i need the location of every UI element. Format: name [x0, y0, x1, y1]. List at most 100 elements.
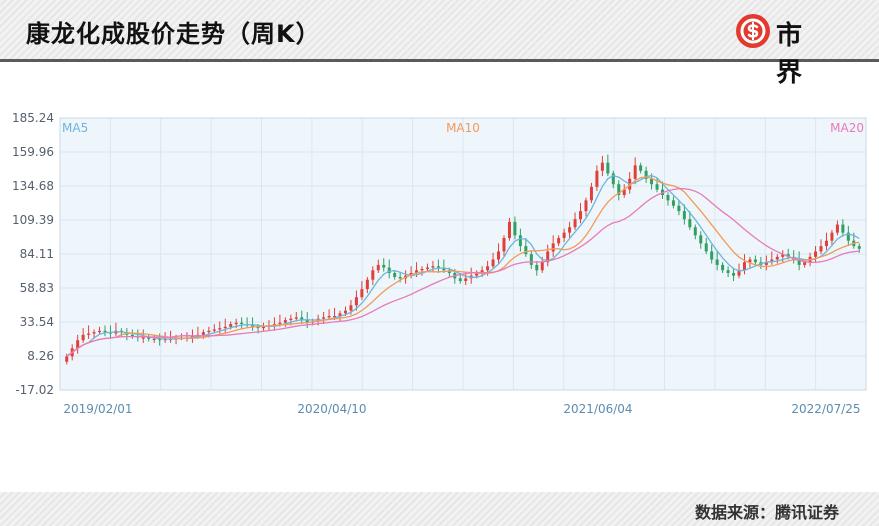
candle-body	[158, 338, 162, 341]
candle-body	[600, 162, 604, 171]
candle-body	[229, 324, 233, 327]
candle-body	[704, 243, 708, 252]
candle-body	[289, 318, 293, 321]
candle-body	[655, 184, 659, 190]
x-tick-label: 2020/04/10	[297, 402, 366, 416]
candle-body	[622, 189, 626, 195]
candle-body	[524, 246, 528, 255]
candle-body	[141, 337, 145, 339]
page-title: 康龙化成股价走势（周K）	[26, 20, 321, 48]
candle-body	[650, 178, 654, 185]
y-tick-label: 33.54	[20, 315, 54, 329]
candle-body	[256, 326, 260, 329]
candle-body	[726, 270, 730, 273]
candle-body	[589, 186, 593, 201]
plot-border	[59, 117, 867, 391]
ma10-line	[66, 176, 860, 357]
y-tick-label: -17.02	[15, 383, 54, 397]
candle-body	[387, 267, 391, 273]
ma20-line	[66, 188, 860, 357]
candle-body	[76, 340, 80, 349]
candle-body	[819, 246, 823, 252]
candle-body	[436, 266, 440, 268]
header-banner: 康龙化成股价走势（周K） 市界	[0, 0, 879, 88]
candle-body	[486, 266, 490, 271]
candle-body	[382, 264, 386, 268]
candle-body	[742, 262, 746, 271]
y-tick-label: 8.26	[27, 349, 54, 363]
candle-body	[398, 277, 402, 279]
candle-body	[518, 235, 522, 247]
candle-body	[327, 316, 331, 318]
candle-body	[764, 262, 768, 265]
y-tick-label: 134.68	[12, 179, 54, 193]
candle-body	[87, 333, 91, 335]
data-source: 数据来源：腾讯证券	[694, 503, 839, 522]
candle-body	[557, 238, 561, 244]
logo-wordmark: 市界	[776, 21, 804, 88]
candle-body	[365, 279, 369, 290]
candle-body	[98, 330, 102, 333]
candle-body	[546, 251, 550, 263]
candle-body	[529, 254, 533, 265]
candle-body	[617, 184, 621, 195]
candle-body	[666, 194, 670, 201]
candle-body	[595, 170, 599, 187]
candle-body	[535, 264, 539, 271]
candle-body	[130, 334, 134, 337]
candle-body	[551, 243, 555, 252]
x-tick-label: 2022/07/25	[791, 402, 860, 416]
candle-body	[458, 278, 462, 282]
y-tick-label: 58.83	[20, 281, 54, 295]
candle-body	[103, 330, 107, 333]
candle-body	[278, 322, 282, 325]
candle-body	[81, 334, 85, 341]
candle-body	[781, 254, 785, 257]
candle-body	[354, 297, 358, 306]
candle-body	[824, 240, 828, 247]
candle-body	[502, 238, 506, 252]
candle-body	[830, 232, 834, 241]
candle-body	[152, 338, 156, 341]
candle-body	[677, 205, 681, 212]
legend-ma10: MA10	[446, 121, 480, 135]
candle-body	[775, 256, 779, 260]
candle-body	[464, 278, 468, 282]
y-tick-label: 109.39	[12, 213, 54, 227]
legend-ma20: MA20	[830, 121, 864, 135]
candle-body	[212, 329, 216, 331]
candle-body	[540, 262, 544, 271]
candle-body	[322, 317, 326, 319]
candle-body	[65, 356, 69, 362]
y-tick-label: 185.24	[12, 111, 54, 125]
y-tick-label: 84.11	[20, 247, 54, 261]
candle-body	[841, 224, 845, 233]
x-tick-label: 2021/06/04	[563, 402, 632, 416]
candle-body	[333, 316, 337, 318]
candle-body	[497, 251, 501, 260]
candle-body	[857, 246, 861, 249]
stock-chart: 185.24 159.96 134.68 109.39 84.11 58.83 33.54 8…	[12, 111, 867, 416]
candle-body	[770, 259, 774, 263]
candle-body	[343, 310, 347, 314]
candle-body	[261, 326, 266, 329]
candle-body	[491, 259, 495, 267]
candle-body	[223, 326, 227, 329]
candle-body	[371, 270, 375, 280]
candle-body	[639, 165, 643, 171]
candle-body	[748, 259, 752, 263]
candle-body	[699, 235, 703, 244]
candle-body	[507, 221, 511, 239]
candle-body	[207, 330, 211, 333]
candle-body	[283, 320, 287, 323]
candle-body	[584, 200, 588, 212]
candle-body	[234, 322, 238, 325]
candle-body	[294, 317, 298, 319]
candle-body	[721, 264, 725, 271]
candle-body	[803, 262, 807, 265]
candle-body	[693, 227, 697, 236]
candle-body	[92, 332, 96, 334]
candle-body	[688, 219, 692, 228]
candle-body	[338, 313, 342, 317]
candle-body	[611, 173, 615, 185]
